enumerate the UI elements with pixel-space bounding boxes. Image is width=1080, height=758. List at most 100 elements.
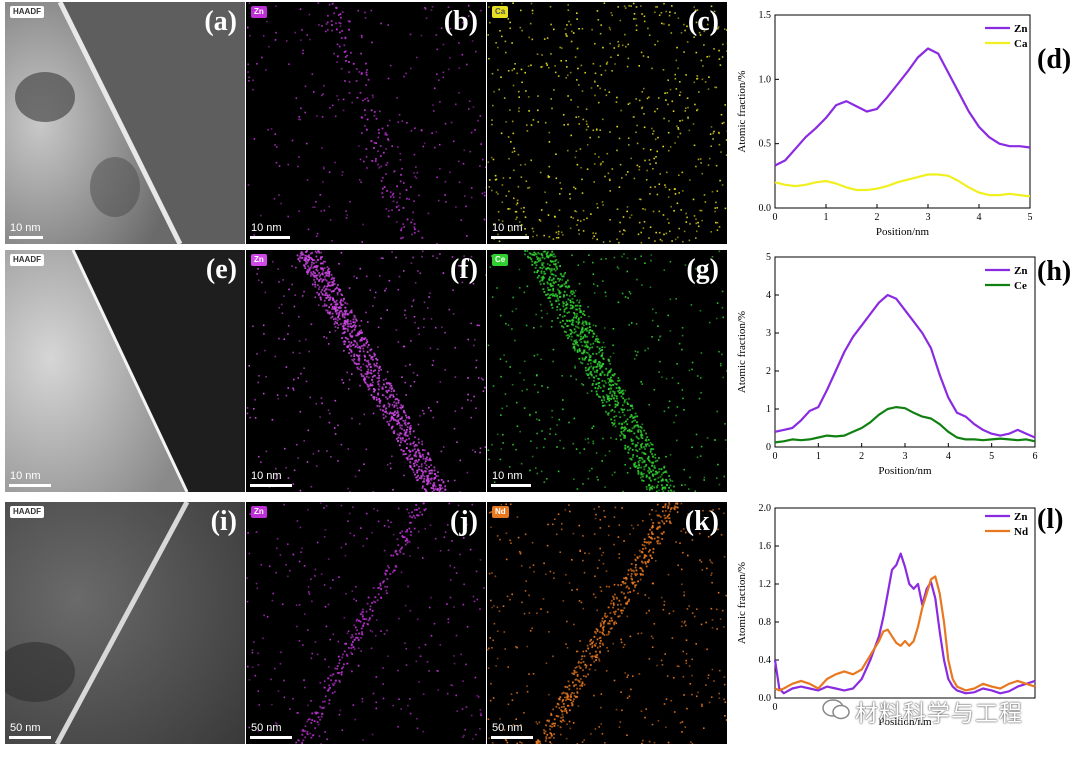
x-axis-label: Position/nm — [876, 226, 930, 238]
element-map — [487, 2, 727, 244]
series-line-zn — [773, 552, 1036, 695]
y-tick-label: 0.8 — [759, 617, 772, 628]
chart-letter: (d) — [1037, 44, 1072, 75]
scale-bar — [250, 484, 292, 487]
haadf-image — [5, 250, 245, 492]
scale-bar — [9, 736, 51, 739]
panel-letter: (c) — [687, 6, 719, 37]
panel-letter: (e) — [205, 254, 237, 285]
legend-label: Zn — [1014, 511, 1027, 523]
x-tick-label: 1 — [816, 451, 821, 462]
series-line-ca — [774, 173, 1031, 198]
panel-letter: (j) — [450, 506, 478, 537]
y-tick-label: 2.0 — [759, 503, 772, 514]
line-chart: 0.0 0.4 0.8 1.2 1.6 2.0 0 Position/nm Atomic fra… — [736, 503, 1036, 728]
y-tick-label: 1 — [766, 404, 771, 415]
scale-bar — [491, 236, 529, 239]
watermark-text: 材料科学与工程 — [855, 701, 1023, 727]
x-tick-label: 2 — [859, 451, 864, 462]
panel-tag: Ce — [492, 254, 509, 266]
scale-bar — [9, 484, 51, 487]
chart-d: 0.0 0.5 1.0 1.5 0 1 2 3 4 5 Position/nm Atomic frac… — [730, 0, 1080, 250]
panel-e: HAADF (e) 10 nm — [5, 250, 245, 492]
panel-letter: (k) — [684, 506, 719, 537]
haadf-image — [5, 502, 245, 744]
chart-letter: (l) — [1037, 504, 1064, 535]
series-line-zn — [774, 293, 1036, 439]
x-axis-label: Position/nm — [878, 716, 932, 728]
panel-tag: Zn — [251, 6, 267, 18]
y-tick-label: 0 — [766, 442, 771, 453]
panel-tag: HAADF — [10, 6, 44, 18]
legend-label: Zn — [1014, 23, 1027, 35]
y-tick-label: 0.0 — [759, 203, 772, 214]
x-tick-label: 5 — [989, 451, 994, 462]
scale-label: 50 nm — [492, 722, 523, 734]
element-map — [246, 502, 486, 744]
panel-c: Ca (c) 10 nm — [487, 2, 727, 244]
panel-f: Zn (f) 10 nm — [246, 250, 486, 492]
plot-frame — [774, 507, 1036, 699]
scale-bar — [491, 736, 533, 739]
y-tick-label: 1.6 — [759, 541, 772, 552]
panel-a: HAADF (a) 10 nm — [5, 2, 245, 244]
chart-h: 0 1 2 3 4 5 0 1 2 3 4 5 6 Position/nm Atomic fraction/… — [730, 250, 1080, 500]
panel-letter: (f) — [450, 254, 478, 285]
element-map — [487, 502, 727, 744]
series-line-zn — [774, 47, 1031, 167]
legend-label: Nd — [1014, 526, 1028, 538]
y-tick-label: 1.2 — [759, 579, 772, 590]
haadf-image — [5, 2, 245, 244]
y-tick-label: 2 — [766, 366, 771, 377]
panel-letter: (g) — [686, 254, 719, 285]
panel-j: Zn (j) 50 nm — [246, 502, 486, 744]
panel-letter: (i) — [210, 506, 237, 537]
element-map — [487, 250, 727, 492]
x-tick-label: 3 — [926, 212, 931, 223]
x-tick-label: 0 — [773, 212, 778, 223]
scale-label: 10 nm — [10, 222, 41, 234]
scale-label: 10 nm — [251, 222, 282, 234]
line-chart: 0 1 2 3 4 5 0 1 2 3 4 5 6 Position/nm Atomic fraction/… — [736, 252, 1038, 477]
x-tick-label: 0 — [773, 451, 778, 462]
panel-letter: (b) — [443, 6, 478, 37]
y-tick-label: 0.5 — [759, 139, 772, 150]
y-tick-label: 5 — [766, 252, 771, 263]
x-tick-label: 2 — [875, 212, 880, 223]
scale-bar — [250, 236, 290, 239]
series-line-nd — [774, 575, 1036, 692]
x-tick-label: 5 — [1028, 212, 1033, 223]
panel-tag: HAADF — [10, 254, 44, 266]
scale-label: 10 nm — [251, 470, 282, 482]
chart-letter: (h) — [1037, 256, 1072, 287]
x-tick-label: 3 — [903, 451, 908, 462]
x-axis-label: Position/nm — [878, 465, 932, 477]
scale-label: 50 nm — [251, 722, 282, 734]
panel-tag: Ca — [492, 6, 509, 18]
x-tick-label: 0 — [773, 702, 778, 713]
element-map — [246, 250, 486, 492]
legend-label: Zn — [1014, 265, 1027, 277]
y-tick-label: 0.4 — [759, 655, 772, 666]
legend-label: Ce — [1014, 280, 1027, 292]
panel-b: Zn (b) 10 nm — [246, 2, 486, 244]
y-axis-label: Atomic fraction/% — [736, 70, 748, 152]
x-tick-label: 6 — [1033, 451, 1038, 462]
plot-frame — [774, 14, 1031, 209]
panel-g: Ce (g) 10 nm — [487, 250, 727, 492]
panel-tag: Zn — [251, 254, 267, 266]
scale-label: 50 nm — [10, 722, 41, 734]
series-line-ce — [774, 406, 1036, 444]
legend-label: Ca — [1014, 38, 1028, 50]
y-tick-label: 3 — [766, 328, 771, 339]
scale-label: 10 nm — [10, 470, 41, 482]
scale-bar — [250, 736, 292, 739]
y-tick-label: 1.5 — [759, 10, 772, 21]
panel-tag: HAADF — [10, 506, 44, 518]
panel-tag: Nd — [492, 506, 509, 518]
x-tick-label: 4 — [977, 212, 982, 223]
y-tick-label: 4 — [766, 290, 771, 301]
x-tick-label: 4 — [946, 451, 951, 462]
element-map — [246, 2, 486, 244]
wechat-icon — [822, 699, 850, 720]
